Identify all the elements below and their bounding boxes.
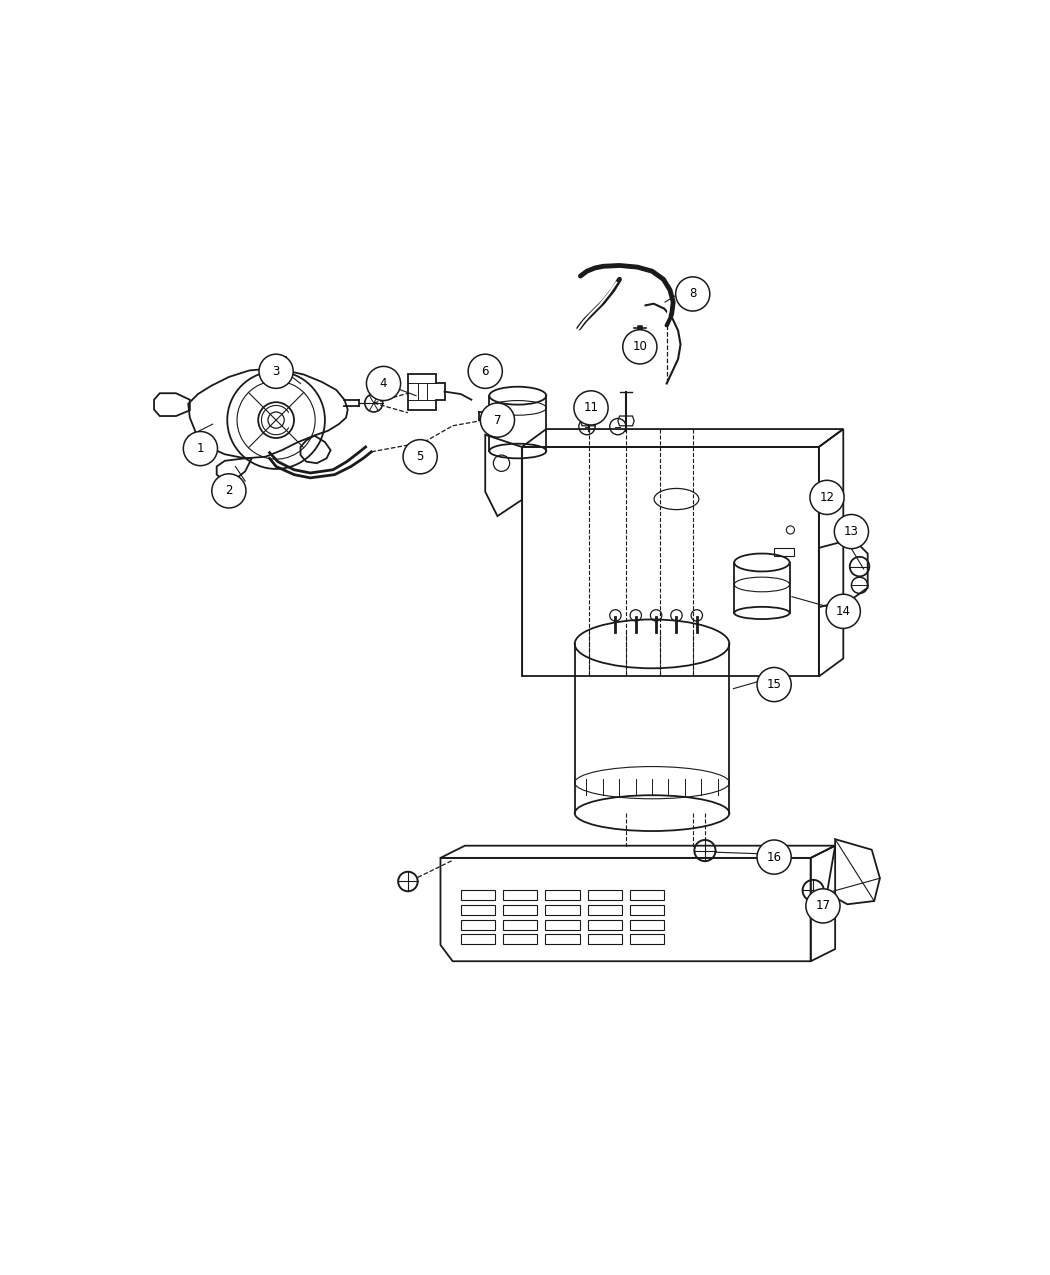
Text: 10: 10 (632, 340, 647, 353)
Text: 12: 12 (819, 491, 835, 504)
Text: 11: 11 (584, 402, 598, 414)
Circle shape (757, 840, 792, 875)
Text: 15: 15 (766, 678, 781, 691)
Circle shape (835, 515, 868, 548)
Text: 3: 3 (272, 365, 279, 377)
Circle shape (259, 354, 293, 389)
Text: 6: 6 (482, 365, 489, 377)
Circle shape (826, 594, 860, 629)
Circle shape (675, 277, 710, 311)
Text: 7: 7 (494, 413, 501, 427)
Circle shape (403, 440, 437, 474)
Circle shape (623, 330, 657, 363)
Circle shape (366, 366, 401, 400)
Circle shape (184, 431, 217, 465)
Text: 17: 17 (816, 899, 831, 913)
Text: 13: 13 (844, 525, 859, 538)
Text: 14: 14 (836, 604, 851, 618)
Text: 5: 5 (417, 450, 424, 463)
Text: 4: 4 (380, 377, 387, 390)
Circle shape (468, 354, 502, 389)
Circle shape (805, 889, 840, 923)
Circle shape (810, 481, 844, 515)
Text: 16: 16 (766, 850, 781, 863)
Circle shape (480, 403, 514, 437)
Circle shape (574, 391, 608, 425)
Text: 2: 2 (225, 484, 233, 497)
Text: 8: 8 (689, 287, 696, 301)
Circle shape (757, 668, 792, 701)
Text: 1: 1 (196, 442, 204, 455)
Circle shape (212, 474, 246, 507)
